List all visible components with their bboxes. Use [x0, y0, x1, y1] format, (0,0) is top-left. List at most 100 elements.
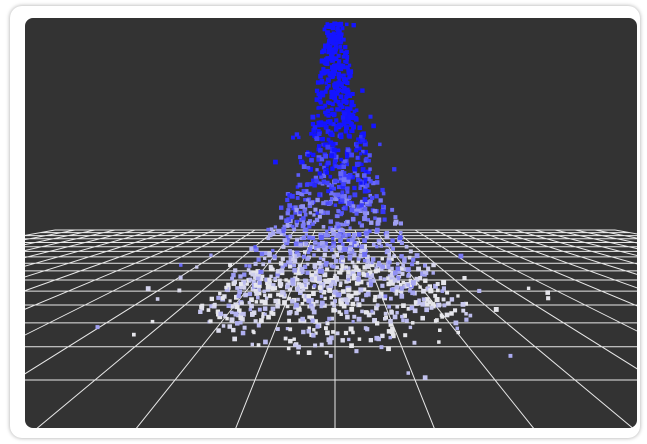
- particle: [432, 302, 436, 306]
- particle: [293, 343, 297, 347]
- particle: [340, 297, 345, 302]
- particle: [263, 293, 267, 297]
- particle: [325, 119, 331, 125]
- particle: [314, 217, 320, 223]
- particle: [399, 286, 404, 291]
- particle: [324, 25, 328, 29]
- particle: [417, 298, 421, 303]
- particle: [424, 307, 429, 313]
- particle: [286, 346, 291, 351]
- particle: [322, 121, 328, 127]
- particle: [334, 252, 339, 257]
- particle: [338, 171, 344, 177]
- particle: [349, 129, 353, 133]
- particle: [306, 221, 311, 225]
- particle: [375, 268, 381, 273]
- particle: [332, 150, 337, 155]
- particle: [224, 287, 230, 292]
- particle: [411, 257, 416, 262]
- particle: [267, 251, 272, 257]
- particle: [435, 282, 440, 286]
- particle: [337, 164, 342, 170]
- particle: [317, 242, 322, 246]
- particle: [326, 113, 331, 118]
- particle: [237, 308, 242, 313]
- particle: [366, 169, 371, 175]
- particle: [374, 194, 379, 199]
- particle: [344, 265, 348, 269]
- particle: [309, 158, 314, 163]
- particle: [330, 67, 335, 72]
- particle: [283, 263, 288, 267]
- particle: [316, 248, 321, 252]
- particle: [340, 26, 345, 31]
- particle: [345, 106, 349, 110]
- particle: [368, 229, 372, 233]
- particle: [296, 350, 300, 355]
- particle: [344, 198, 350, 204]
- particle: [302, 208, 307, 213]
- particle: [332, 303, 337, 308]
- particle: [330, 70, 336, 76]
- particle: [333, 127, 339, 132]
- particle: [349, 237, 355, 243]
- particle: [317, 95, 323, 100]
- particle: [375, 321, 380, 326]
- particle: [294, 310, 299, 316]
- particle: [444, 312, 450, 318]
- particle: [336, 100, 341, 104]
- particle: [331, 31, 336, 35]
- particle: [356, 137, 360, 141]
- particle: [257, 280, 262, 285]
- particle: [310, 114, 316, 120]
- particle: [296, 344, 301, 350]
- particle: [325, 267, 330, 272]
- particle: [351, 204, 356, 209]
- particle: [280, 290, 285, 295]
- particle: [367, 202, 372, 207]
- particle: [317, 285, 323, 290]
- particle: [325, 129, 331, 134]
- particle: [255, 276, 260, 281]
- particle: [232, 336, 237, 342]
- particle: [331, 307, 337, 313]
- particle: [311, 309, 317, 315]
- particle: [267, 293, 273, 298]
- particle: [259, 318, 264, 323]
- particle: [338, 21, 344, 26]
- particle: [346, 220, 350, 224]
- particle: [318, 74, 323, 79]
- particle: [336, 80, 341, 85]
- particle: [333, 94, 337, 99]
- particle: [329, 296, 333, 300]
- particle: [238, 312, 243, 317]
- particle: [331, 41, 336, 46]
- particle: [318, 256, 322, 260]
- particle: [288, 224, 293, 228]
- particle: [300, 223, 306, 229]
- particle: [292, 227, 297, 232]
- particle: [269, 274, 273, 279]
- particle: [343, 233, 348, 238]
- particle: [302, 264, 308, 269]
- particle: [346, 274, 351, 280]
- particle: [351, 320, 355, 324]
- particle: [295, 237, 299, 242]
- particle: [357, 291, 361, 295]
- particle: [392, 314, 398, 320]
- particle: [353, 240, 357, 244]
- particle: [362, 252, 368, 257]
- particle: [306, 198, 310, 202]
- particle: [338, 238, 343, 243]
- particle: [370, 309, 374, 313]
- particle: [288, 264, 292, 269]
- particle: [223, 313, 228, 318]
- particle: [339, 281, 343, 285]
- particle: [327, 34, 333, 39]
- particle: [300, 270, 305, 275]
- particle: [355, 265, 359, 269]
- particle: [234, 304, 240, 310]
- particle: [455, 326, 459, 331]
- particle: [392, 167, 397, 172]
- particle: [340, 264, 345, 269]
